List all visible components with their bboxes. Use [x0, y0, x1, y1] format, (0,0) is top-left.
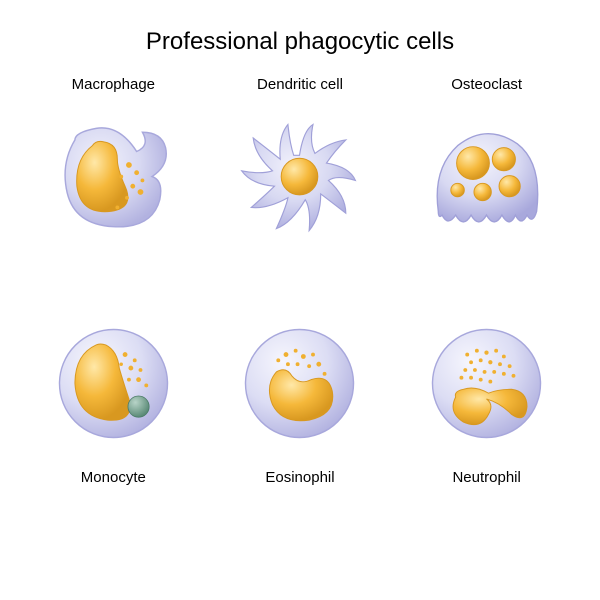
page-title: Professional phagocytic cells	[0, 0, 600, 56]
label-osteoclast: Osteoclast	[451, 76, 522, 93]
osteoclast-svg	[419, 111, 554, 246]
label-macrophage: Macrophage	[72, 76, 155, 93]
cell-osteoclast: Osteoclast	[393, 76, 580, 316]
cell-neutrophil: Neutrophil	[393, 316, 580, 556]
label-monocyte: Monocyte	[81, 469, 146, 486]
cell-dendritic: Dendritic cell	[207, 76, 394, 316]
neutrophil-svg	[419, 316, 554, 451]
macrophage-svg	[46, 111, 181, 246]
label-dendritic: Dendritic cell	[257, 76, 343, 93]
cell-macrophage: Macrophage	[20, 76, 207, 316]
cell-eosinophil: Eosinophil	[207, 316, 394, 556]
cell-monocyte: Monocyte	[20, 316, 207, 556]
dendritic-svg	[232, 111, 367, 246]
label-neutrophil: Neutrophil	[452, 469, 520, 486]
monocyte-svg	[46, 316, 181, 451]
eosinophil-svg	[232, 316, 367, 451]
cell-grid: Macrophage	[20, 76, 580, 556]
label-eosinophil: Eosinophil	[265, 469, 334, 486]
